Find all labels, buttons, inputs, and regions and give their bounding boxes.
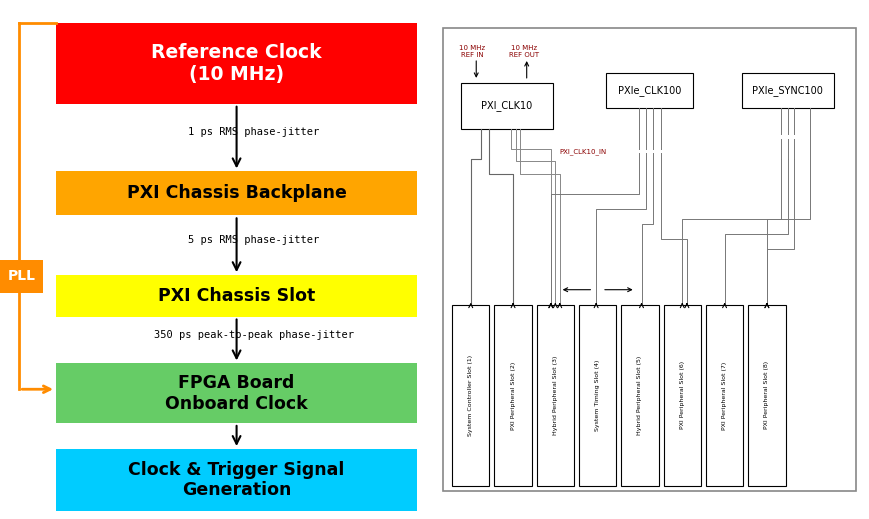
Bar — [537, 305, 574, 486]
Text: PXI Peripheral Slot (7): PXI Peripheral Slot (7) — [722, 361, 727, 430]
Text: Reference Clock
(10 MHz): Reference Clock (10 MHz) — [151, 43, 322, 84]
Bar — [452, 305, 489, 486]
Bar — [748, 305, 786, 486]
Bar — [56, 449, 417, 511]
Bar — [56, 363, 417, 423]
Bar — [706, 305, 743, 486]
Text: PXI Chassis Backplane: PXI Chassis Backplane — [127, 184, 347, 202]
Text: 350 ps peak-to-peak phase-jitter: 350 ps peak-to-peak phase-jitter — [154, 330, 354, 340]
Text: PXI Peripheral Slot (2): PXI Peripheral Slot (2) — [511, 361, 515, 430]
Text: PXI Peripheral Slot (8): PXI Peripheral Slot (8) — [765, 361, 769, 430]
Bar — [56, 275, 417, 317]
Text: PLL: PLL — [8, 269, 36, 283]
Text: PXIe_SYNC100: PXIe_SYNC100 — [753, 86, 823, 97]
Bar — [56, 23, 417, 104]
Text: PXIe_CLK100: PXIe_CLK100 — [618, 86, 681, 97]
Text: Hybrid Peripheral Slot (5): Hybrid Peripheral Slot (5) — [638, 356, 642, 435]
Text: Clock & Trigger Signal
Generation: Clock & Trigger Signal Generation — [129, 461, 345, 499]
Bar — [494, 305, 532, 486]
Bar — [461, 84, 553, 129]
Bar — [56, 171, 417, 215]
Text: FPGA Board
Onboard Clock: FPGA Board Onboard Clock — [165, 374, 308, 413]
Bar — [621, 305, 659, 486]
Text: PXI_CLK10_IN: PXI_CLK10_IN — [560, 148, 607, 155]
Text: PXI Peripheral Slot (6): PXI Peripheral Slot (6) — [680, 361, 685, 430]
Text: System Controller Slot (1): System Controller Slot (1) — [468, 355, 474, 436]
Text: 10 MHz
REF IN: 10 MHz REF IN — [459, 45, 485, 58]
Bar — [0, 260, 43, 293]
Text: 5 ps RMS phase-jitter: 5 ps RMS phase-jitter — [189, 235, 320, 245]
Text: 10 MHz
REF OUT: 10 MHz REF OUT — [509, 45, 540, 58]
Bar — [579, 305, 616, 486]
Text: PXI Chassis Slot: PXI Chassis Slot — [158, 287, 315, 305]
Text: PXI_CLK10: PXI_CLK10 — [481, 101, 533, 112]
Bar — [664, 305, 701, 486]
Bar — [606, 73, 693, 108]
Text: 1 ps RMS phase-jitter: 1 ps RMS phase-jitter — [189, 127, 320, 138]
Bar — [742, 73, 834, 108]
Text: System Timing Slot (4): System Timing Slot (4) — [595, 360, 600, 431]
Text: Hybrid Peripheral Slot (3): Hybrid Peripheral Slot (3) — [553, 356, 558, 435]
